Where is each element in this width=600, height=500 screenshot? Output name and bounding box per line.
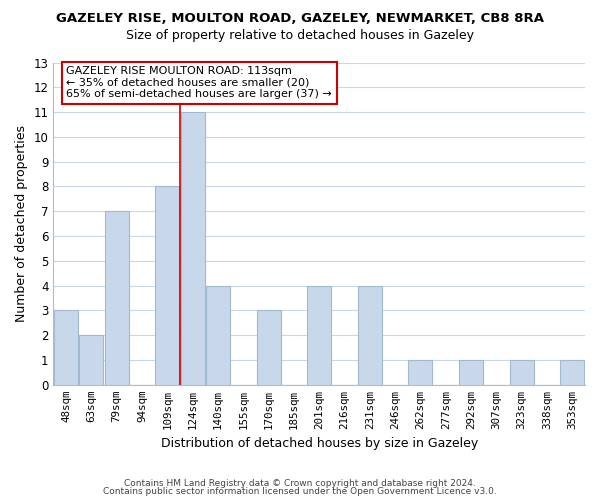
Bar [257, 310, 281, 385]
Bar [104, 212, 129, 385]
Bar [307, 286, 331, 385]
Bar [560, 360, 584, 385]
Text: GAZELEY RISE MOULTON ROAD: 113sqm
← 35% of detached houses are smaller (20)
65% : GAZELEY RISE MOULTON ROAD: 113sqm ← 35% … [67, 66, 332, 100]
Bar [206, 286, 230, 385]
Bar [79, 335, 103, 385]
Bar [181, 112, 205, 385]
Bar [459, 360, 483, 385]
Bar [509, 360, 534, 385]
Bar [155, 186, 179, 385]
Bar [409, 360, 433, 385]
X-axis label: Distribution of detached houses by size in Gazeley: Distribution of detached houses by size … [161, 437, 478, 450]
Text: GAZELEY RISE, MOULTON ROAD, GAZELEY, NEWMARKET, CB8 8RA: GAZELEY RISE, MOULTON ROAD, GAZELEY, NEW… [56, 12, 544, 26]
Text: Size of property relative to detached houses in Gazeley: Size of property relative to detached ho… [126, 29, 474, 42]
Bar [358, 286, 382, 385]
Y-axis label: Number of detached properties: Number of detached properties [15, 125, 28, 322]
Text: Contains public sector information licensed under the Open Government Licence v3: Contains public sector information licen… [103, 487, 497, 496]
Text: Contains HM Land Registry data © Crown copyright and database right 2024.: Contains HM Land Registry data © Crown c… [124, 478, 476, 488]
Bar [54, 310, 78, 385]
